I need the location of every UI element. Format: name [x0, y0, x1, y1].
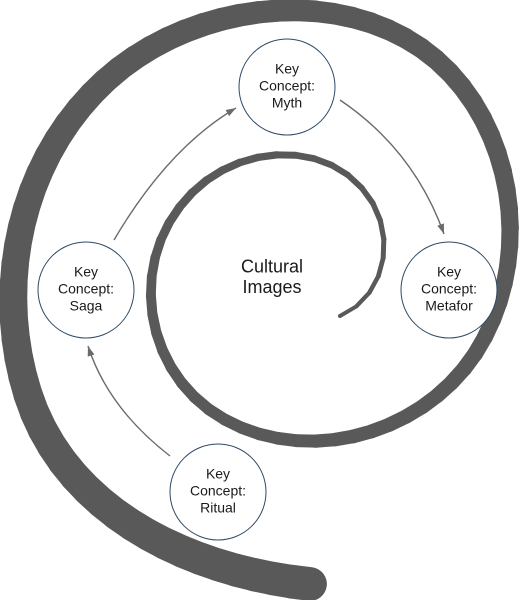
node-label-prefix: Key [437, 264, 461, 280]
spiral-diagram: KeyConcept:MythKeyConcept:MetaforKeyConc… [0, 0, 526, 600]
node-label-prefix: Concept: [421, 281, 477, 297]
center-label-line: Cultural [241, 256, 303, 276]
concept-node-ritual: KeyConcept:Ritual [170, 444, 266, 540]
node-label-prefix: Concept: [259, 78, 315, 94]
concept-node-saga: KeyConcept:Saga [38, 242, 134, 338]
node-label-prefix: Concept: [190, 483, 246, 499]
node-label-value: Ritual [200, 500, 236, 516]
center-label-line: Images [242, 277, 301, 297]
node-label-prefix: Key [275, 61, 299, 77]
arrow-myth-to-metafor [340, 100, 444, 234]
node-label-prefix: Key [74, 264, 98, 280]
arrow-ritual-to-saga [88, 346, 170, 456]
node-label-value: Metafor [425, 298, 473, 314]
center-label: CulturalImages [241, 256, 303, 297]
concept-node-myth: KeyConcept:Myth [239, 39, 335, 135]
node-label-value: Myth [272, 95, 302, 111]
node-label-prefix: Key [206, 466, 230, 482]
concept-node-metafor: KeyConcept:Metafor [401, 242, 497, 338]
node-label-prefix: Concept: [58, 281, 114, 297]
node-label-value: Saga [70, 298, 103, 314]
